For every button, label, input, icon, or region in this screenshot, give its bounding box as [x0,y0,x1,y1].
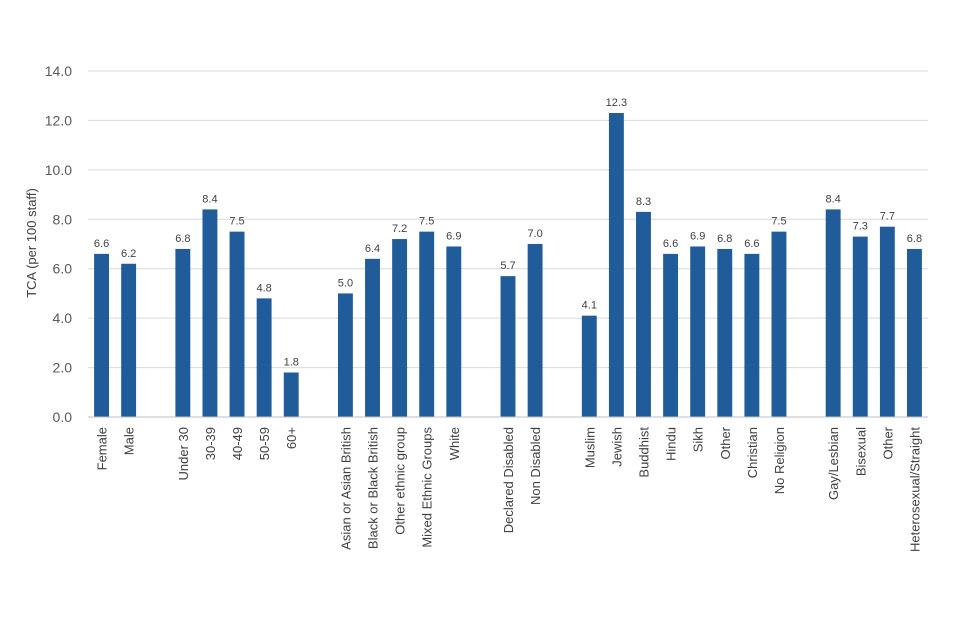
bar [527,244,543,417]
x-tick-label: Christian [745,427,760,478]
x-tick-label: Jewish [609,427,624,467]
bar [202,209,218,417]
data-label: 7.3 [853,221,868,233]
x-tick-label: Male [122,427,137,455]
bar [121,263,137,417]
x-tick-label: Declared Disabled [501,427,516,533]
y-axis-label: TCA (per 100 staff) [24,188,39,298]
data-label: 1.8 [284,357,299,369]
data-label: 7.5 [771,216,786,228]
data-labels: 6.6 6.2 6.8 8.4 7.5 4.8 1.8 5.0 6.4 7.2 7.5 6.9 5.7 7… [94,97,922,369]
y-tick-label: 12.0 [45,112,72,128]
data-label: 7.5 [419,216,434,228]
data-label: 6.4 [365,243,380,255]
bars [94,113,922,417]
x-tick-label: Muslim [582,427,597,468]
bar [663,253,679,417]
bar [365,258,380,417]
x-axis-ticks: Female Male Under 30 30-39 40-49 50-59 60+ Asia… [95,426,923,552]
bar [175,248,191,417]
y-tick-label: 0.0 [53,409,73,425]
x-tick-label: Sikh [691,427,706,452]
x-tick-label: Other [718,426,733,459]
data-label: 6.6 [744,238,759,250]
y-tick-label: 2.0 [53,360,73,376]
y-tick-label: 14.0 [45,63,72,79]
bar [608,113,624,417]
data-label: 8.4 [826,193,841,205]
data-label: 6.2 [121,248,136,260]
data-label: 7.2 [392,223,407,235]
bar [690,246,706,417]
data-label: 8.4 [202,193,217,205]
bar [879,226,895,417]
data-label: 4.8 [256,282,271,294]
bar [94,253,109,417]
bar [256,298,272,417]
data-label: 6.8 [907,233,922,245]
data-label: 6.9 [690,230,705,242]
bar [825,209,841,417]
bar [852,236,868,417]
x-tick-label: Asian or Asian British [338,427,353,550]
bar [581,315,597,417]
bar [907,248,922,417]
x-tick-label: No Religion [772,427,787,494]
x-tick-label: Gay/Lesbian [826,427,841,500]
x-tick-label: Bisexual [853,427,868,476]
x-tick-label: Other [880,426,895,459]
data-label: 8.3 [636,196,651,208]
y-tick-label: 6.0 [53,261,73,277]
bar [337,293,353,417]
bar [229,231,245,417]
bar [771,231,787,417]
data-label: 6.8 [717,233,732,245]
gridlines [88,70,928,369]
x-tick-label: Non Disabled [528,427,543,505]
x-tick-label: White [447,427,462,460]
x-tick-label: Under 30 [176,427,191,480]
y-tick-label: 8.0 [53,211,73,227]
x-tick-label: 50-59 [257,427,272,460]
bar [636,211,651,417]
bar [392,239,408,417]
bar [744,253,760,417]
x-tick-label: Heterosexual/Straight [907,427,922,552]
bar [419,231,435,417]
y-tick-label: 10.0 [45,162,72,178]
bar [283,372,299,417]
data-label: 4.1 [582,300,597,312]
y-axis-ticks: 0.0 2.0 4.0 6.0 8.0 10.0 12.0 14.0 [45,63,72,425]
data-label: 5.7 [500,260,515,272]
x-tick-label: 30-39 [203,427,218,460]
x-tick-label: Buddhist [636,427,651,478]
data-label: 6.8 [175,233,190,245]
x-tick-label: Black or Black British [366,427,381,549]
data-label: 5.0 [338,277,353,289]
x-tick-label: 40-49 [230,427,245,460]
x-tick-label: Other ethnic group [393,427,408,535]
bar [717,248,733,417]
bar [446,246,462,417]
x-tick-label: Hindu [664,427,679,461]
data-label: 12.3 [606,97,627,109]
x-tick-label: Female [95,427,110,470]
data-label: 7.0 [527,228,542,240]
y-tick-label: 4.0 [53,310,73,326]
x-tick-label: 60+ [284,427,299,449]
data-label: 6.9 [446,230,461,242]
data-label: 7.7 [880,211,895,223]
data-label: 6.6 [94,238,109,250]
bar [500,276,516,417]
data-label: 6.6 [663,238,678,250]
x-tick-label: Mixed Ethnic Groups [420,427,435,548]
data-label: 7.5 [229,216,244,228]
